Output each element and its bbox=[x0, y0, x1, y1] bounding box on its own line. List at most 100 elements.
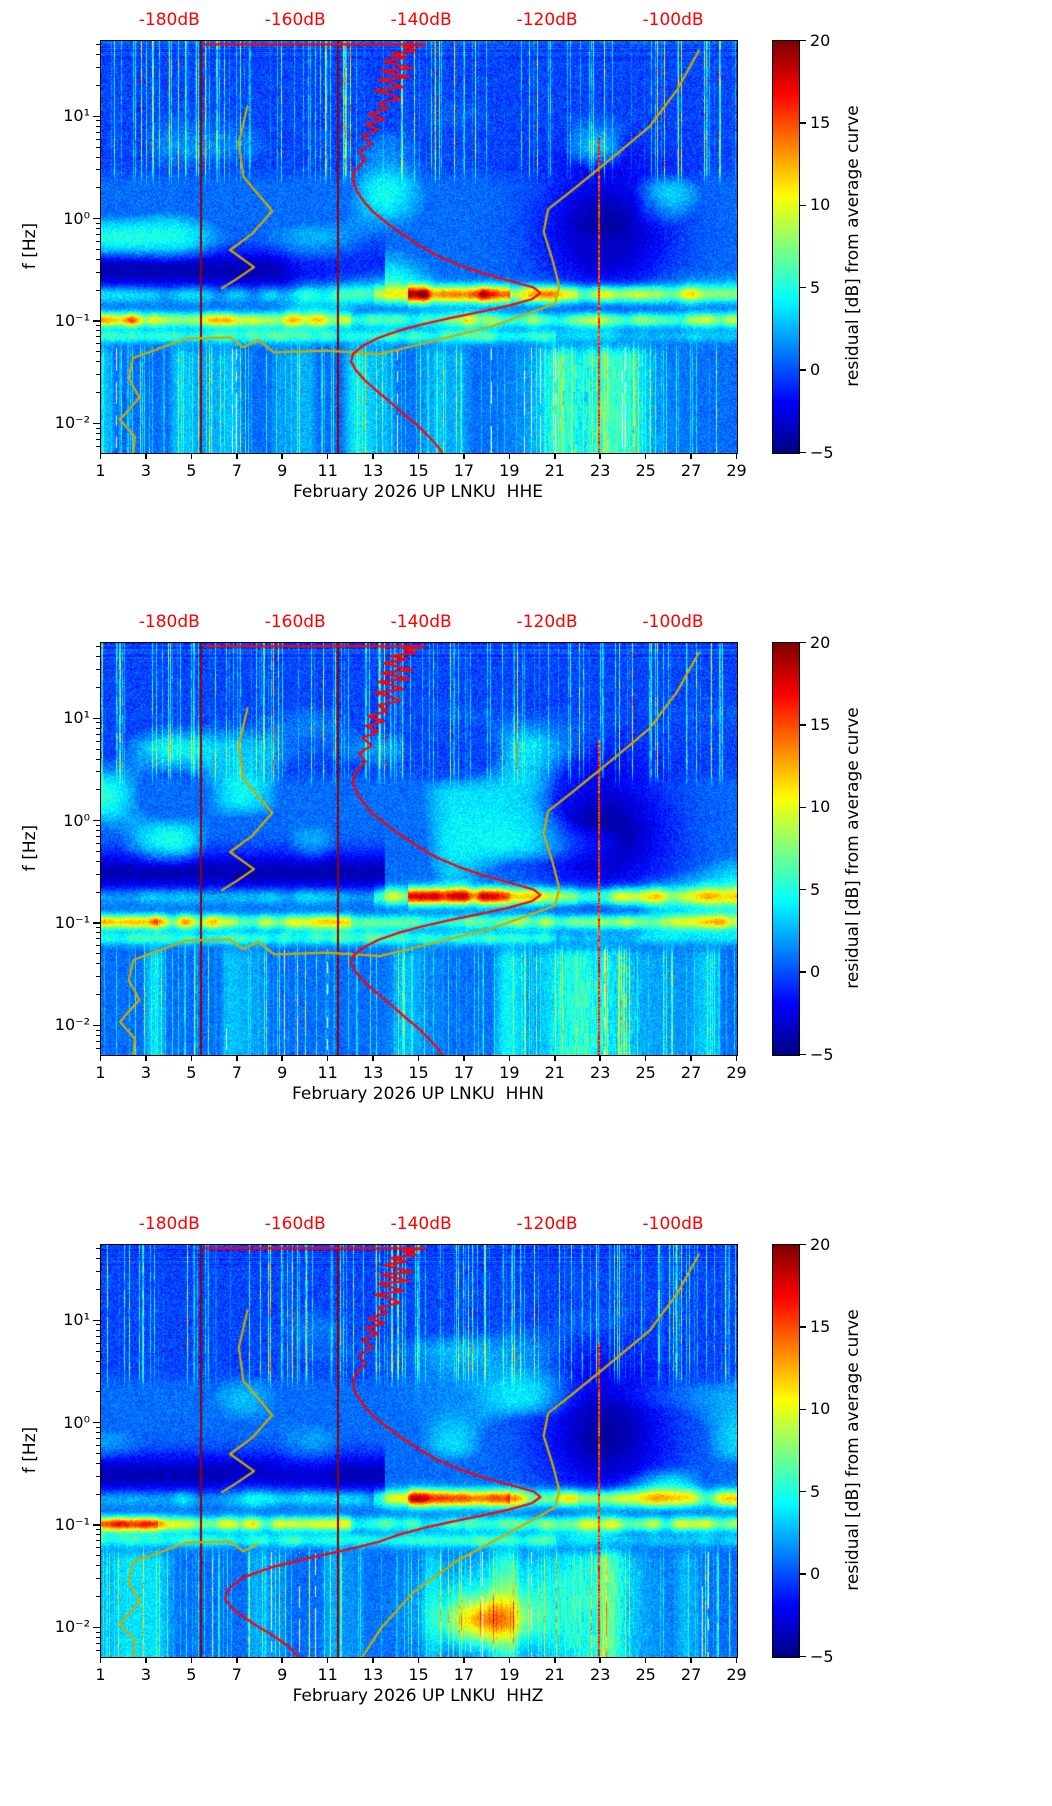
colorbar-tick-label: 10 bbox=[810, 1399, 831, 1419]
colorbar-label: residual [dB] from average curve bbox=[843, 105, 863, 387]
x-tick-label: 25 bbox=[635, 1665, 656, 1684]
spectrogram-panel-hhz: -180dB -160dB -140dB -120dB -100dB 1 3 5 7 9 11 13 1… bbox=[0, 1204, 1052, 1806]
x-tick-label: 21 bbox=[544, 1063, 565, 1082]
colorbar-tick-mark bbox=[800, 1408, 806, 1411]
x-tick-label: 21 bbox=[544, 461, 565, 480]
x-tick-label: 17 bbox=[453, 461, 475, 480]
x-tick-label: 25 bbox=[635, 461, 656, 480]
top-axis-db-label: -100dB bbox=[642, 612, 704, 632]
x-tick-label: 17 bbox=[453, 1665, 475, 1684]
y-tick-mark bbox=[93, 1024, 100, 1027]
y-tick-mark bbox=[93, 1626, 100, 1629]
x-tick-label: 29 bbox=[726, 461, 747, 480]
y-tick-mark bbox=[93, 819, 100, 822]
x-tick-label: 25 bbox=[635, 1063, 656, 1082]
y-tick-label: 10⁰ bbox=[63, 810, 90, 830]
top-axis-db-label: -160dB bbox=[264, 612, 326, 632]
spectrogram-heatmap-canvas bbox=[101, 1245, 737, 1657]
spectrogram-plot bbox=[100, 642, 738, 1056]
colorbar-tick-label: 5 bbox=[810, 277, 821, 297]
x-tick-label: 9 bbox=[277, 461, 288, 480]
colorbar bbox=[772, 642, 800, 1056]
x-tick-label: 3 bbox=[140, 461, 152, 480]
y-tick-label: 10⁻² bbox=[54, 1015, 90, 1035]
colorbar-tick-label: 15 bbox=[810, 714, 831, 734]
top-axis-db-label: -160dB bbox=[264, 10, 326, 30]
colorbar-tick-mark bbox=[800, 806, 806, 809]
colorbar-tick-mark bbox=[800, 1655, 806, 1658]
spectrogram-heatmap-canvas bbox=[101, 643, 737, 1055]
x-tick-label: 7 bbox=[231, 1063, 242, 1082]
x-tick-label: 13 bbox=[362, 1665, 384, 1684]
x-tick-label: 27 bbox=[680, 461, 702, 480]
x-tick-label: 7 bbox=[231, 1665, 242, 1684]
colorbar-tick-label: 5 bbox=[810, 879, 821, 899]
colorbar-gradient-canvas bbox=[773, 41, 799, 453]
x-tick-label: 1 bbox=[95, 461, 106, 480]
colorbar-tick-mark bbox=[800, 286, 806, 289]
top-axis-db-label: -140dB bbox=[390, 1214, 452, 1234]
colorbar-tick-label: 20 bbox=[810, 30, 831, 50]
colorbar-tick-mark bbox=[800, 888, 806, 891]
colorbar-tick-label: 15 bbox=[810, 1316, 831, 1336]
y-tick-mark bbox=[93, 320, 100, 322]
y-tick-label: 10⁰ bbox=[63, 1412, 90, 1432]
x-tick-label: 29 bbox=[726, 1063, 747, 1082]
x-tick-label: 29 bbox=[726, 1665, 747, 1684]
colorbar-tick-label: 0 bbox=[810, 1564, 821, 1584]
x-axis-label: February 2026 UP LNKU HHZ bbox=[292, 1686, 544, 1706]
top-axis-db-label: -180dB bbox=[138, 1214, 200, 1234]
colorbar-tick-label: 20 bbox=[810, 1234, 831, 1254]
top-axis-db-label: -160dB bbox=[264, 1214, 326, 1234]
spectrogram-panel-hhe: -180dB -160dB -140dB -120dB -100dB 1 3 5 7 9 11 13 1… bbox=[0, 0, 1052, 602]
colorbar-tick-mark bbox=[800, 1573, 806, 1575]
x-tick-label: 15 bbox=[408, 461, 429, 480]
top-axis-db-label: -100dB bbox=[642, 1214, 704, 1234]
y-tick-mark bbox=[93, 1319, 100, 1322]
y-tick-label: 10⁻¹ bbox=[54, 311, 90, 331]
y-tick-mark bbox=[93, 1421, 100, 1424]
colorbar-label: residual [dB] from average curve bbox=[843, 707, 863, 989]
top-axis-db-label: -120dB bbox=[516, 10, 578, 30]
top-axis-db-label: -140dB bbox=[390, 10, 452, 30]
x-tick-label: 23 bbox=[590, 1063, 611, 1082]
x-tick-label: 15 bbox=[408, 1063, 429, 1082]
x-tick-label: 7 bbox=[231, 461, 242, 480]
x-tick-label: 9 bbox=[277, 1063, 288, 1082]
x-tick-label: 5 bbox=[186, 1063, 197, 1082]
x-tick-label: 11 bbox=[317, 1063, 338, 1082]
x-tick-label: 23 bbox=[590, 1665, 611, 1684]
y-tick-mark bbox=[93, 717, 100, 720]
colorbar-tick-mark bbox=[800, 1243, 806, 1246]
x-tick-label: 19 bbox=[499, 461, 520, 480]
x-tick-label: 19 bbox=[499, 1665, 520, 1684]
x-tick-label: 5 bbox=[186, 461, 197, 480]
y-tick-mark bbox=[93, 922, 100, 924]
y-tick-mark bbox=[93, 115, 100, 118]
x-tick-label: 3 bbox=[140, 1063, 152, 1082]
y-tick-label: 10⁻¹ bbox=[54, 1515, 90, 1535]
y-axis-label: f [Hz] bbox=[20, 222, 40, 270]
x-tick-label: 15 bbox=[408, 1665, 429, 1684]
y-axis-label: f [Hz] bbox=[20, 824, 40, 872]
colorbar-tick-mark bbox=[800, 369, 806, 371]
colorbar-gradient-canvas bbox=[773, 643, 799, 1055]
x-tick-label: 1 bbox=[95, 1665, 106, 1684]
y-tick-mark bbox=[93, 422, 100, 425]
x-tick-label: 27 bbox=[680, 1063, 702, 1082]
y-tick-label: 10⁻² bbox=[54, 1617, 90, 1637]
y-tick-label: 10⁰ bbox=[63, 208, 90, 228]
colorbar-tick-mark bbox=[800, 1326, 806, 1328]
x-tick-label: 9 bbox=[277, 1665, 288, 1684]
top-axis-db-label: -100dB bbox=[642, 10, 704, 30]
top-axis-db-label: -180dB bbox=[138, 10, 200, 30]
x-tick-label: 21 bbox=[544, 1665, 565, 1684]
colorbar-tick-label: 0 bbox=[810, 360, 821, 380]
colorbar-tick-label: −5 bbox=[810, 442, 834, 462]
x-tick-label: 19 bbox=[499, 1063, 520, 1082]
colorbar-tick-label: 10 bbox=[810, 195, 831, 215]
y-tick-label: 10¹ bbox=[63, 708, 90, 728]
spectrogram-heatmap-canvas bbox=[101, 41, 737, 453]
colorbar-tick-label: 0 bbox=[810, 962, 821, 982]
top-axis-db-label: -120dB bbox=[516, 612, 578, 632]
